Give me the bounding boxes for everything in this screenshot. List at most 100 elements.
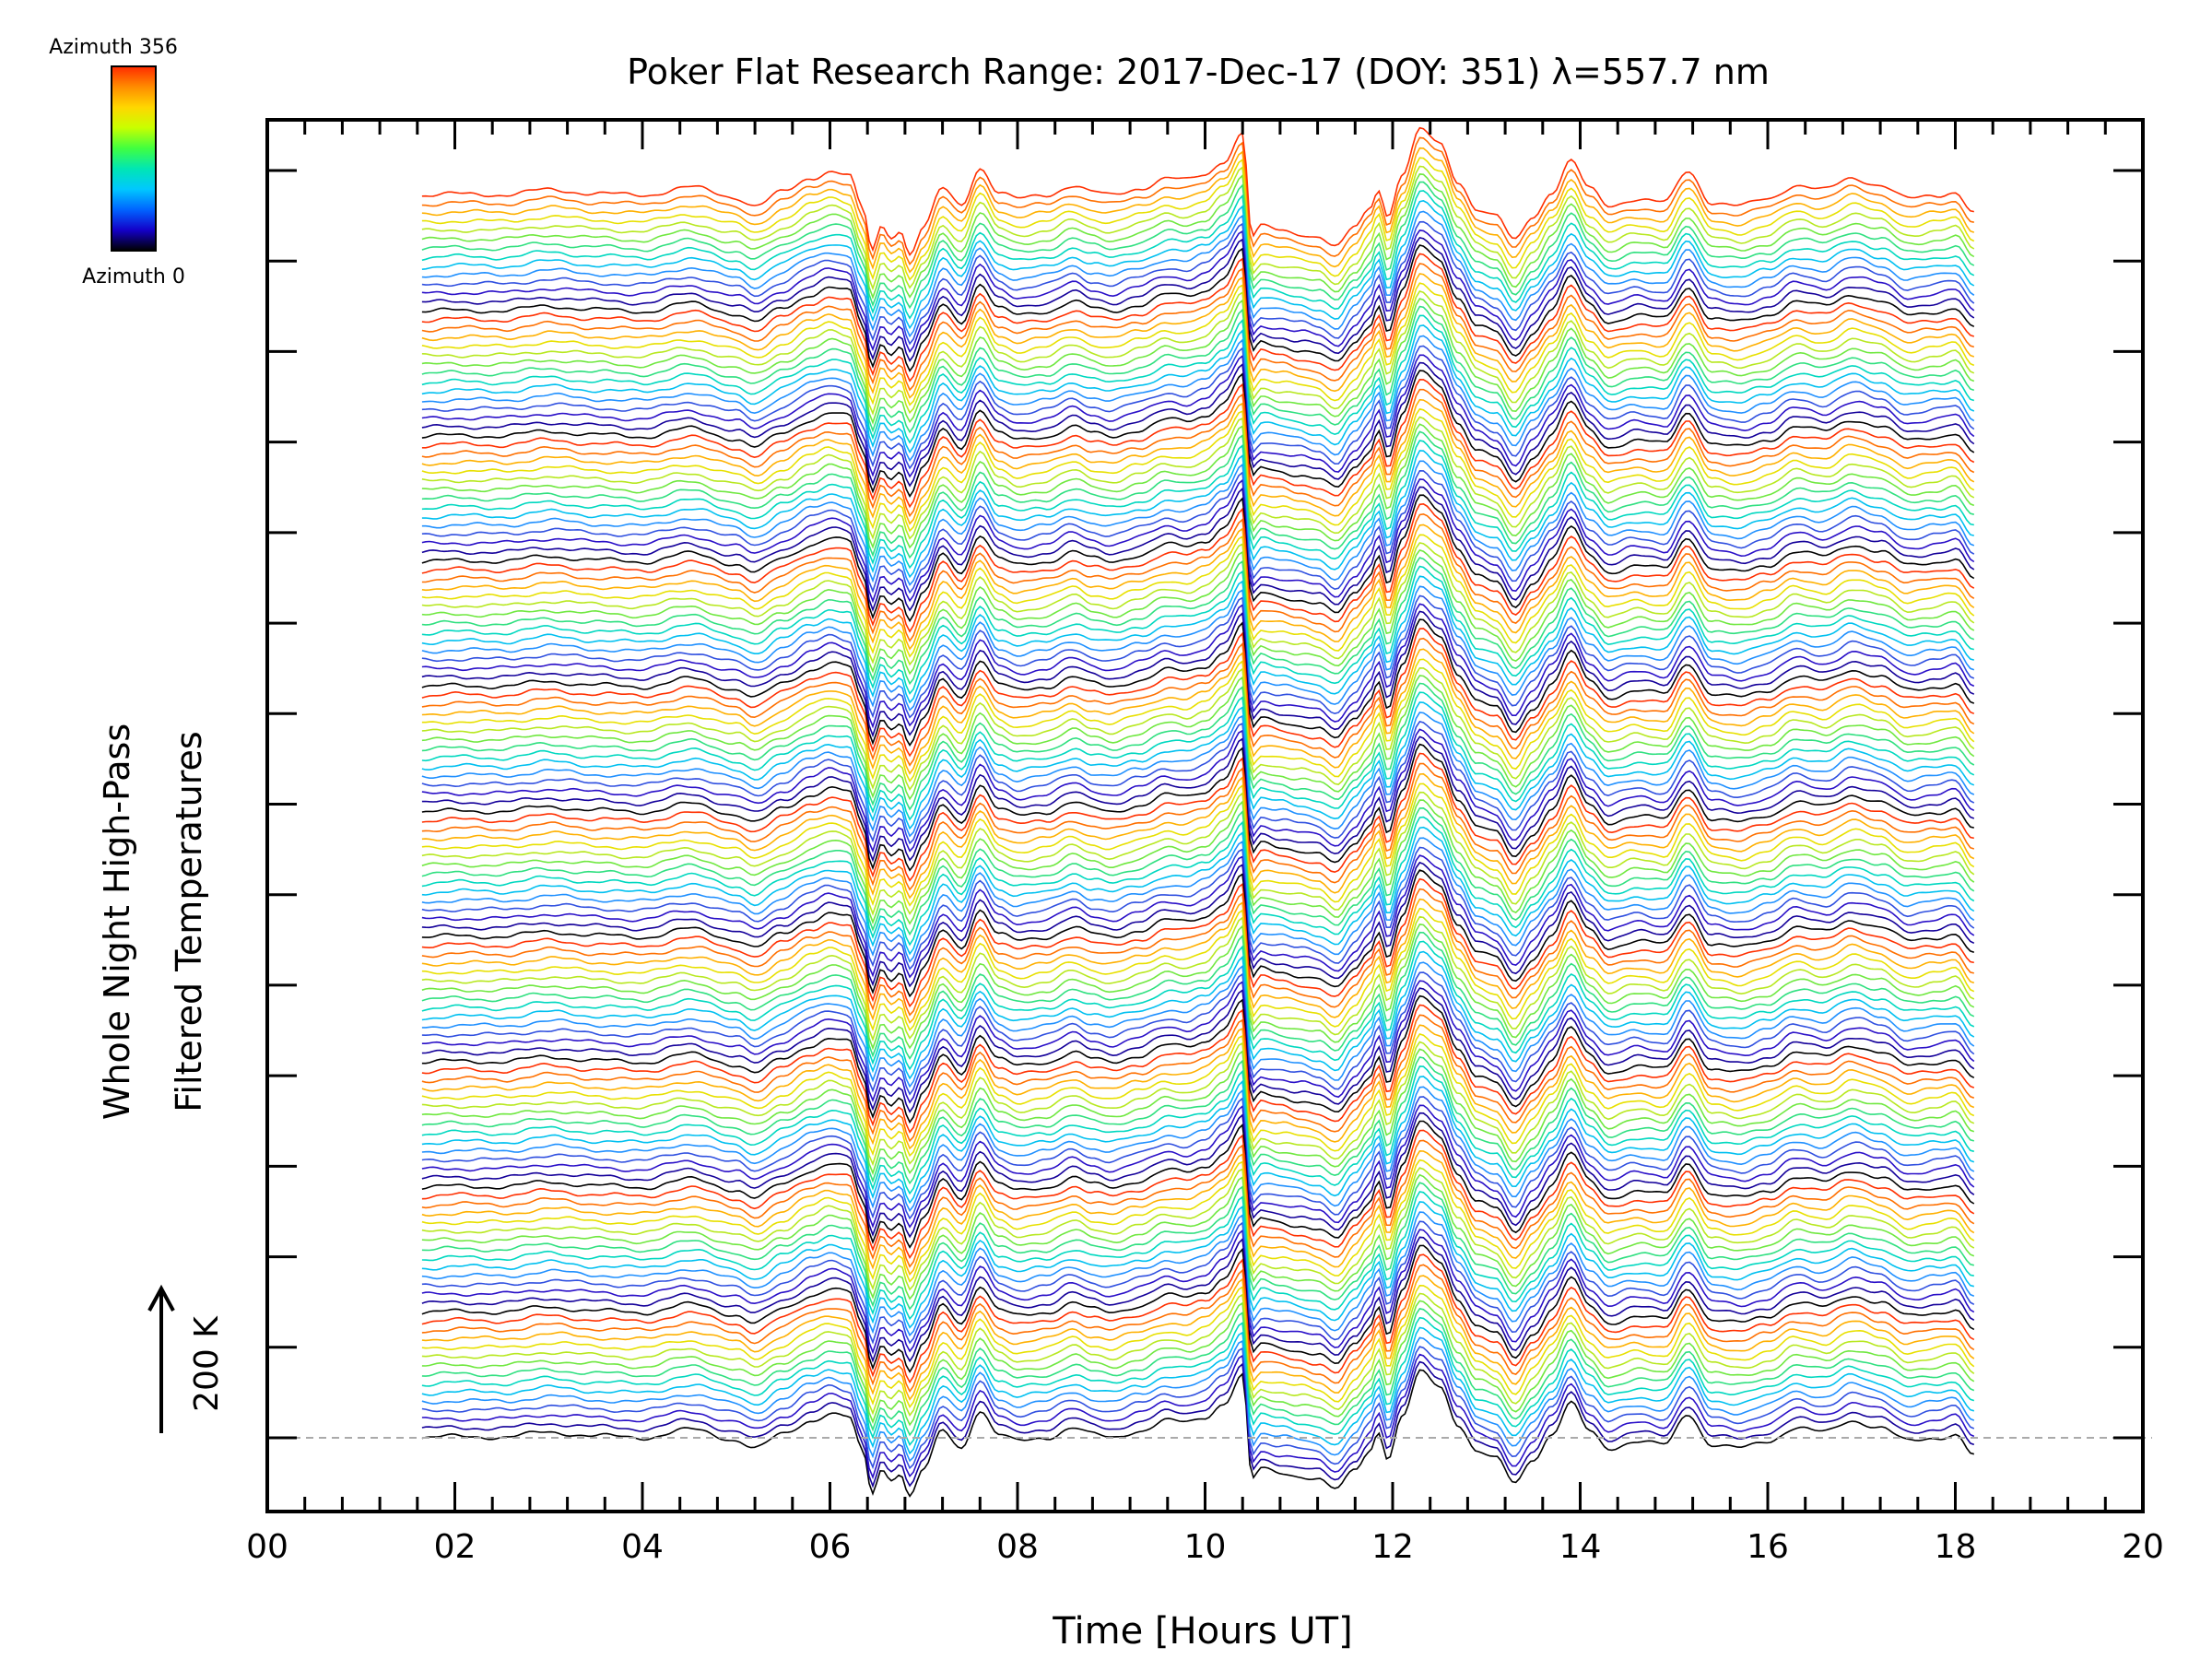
series-line xyxy=(421,450,1974,579)
series-line xyxy=(421,1004,1975,1134)
series-line xyxy=(421,282,1975,406)
series-line xyxy=(421,752,1974,882)
series-line xyxy=(421,816,1975,947)
series-line xyxy=(421,1264,1975,1394)
x-tick-label: 18 xyxy=(1935,1528,1977,1566)
series-line xyxy=(421,961,1975,1088)
series-line xyxy=(421,1360,1975,1488)
series-line xyxy=(421,1129,1975,1259)
series-line xyxy=(421,557,1975,686)
series-line xyxy=(421,1120,1975,1249)
series-line xyxy=(421,378,1975,509)
series-line xyxy=(421,594,1975,719)
series-line xyxy=(421,220,1975,346)
x-tick-label: 12 xyxy=(1371,1528,1414,1566)
series-line xyxy=(421,1253,1975,1384)
scale-indicator: 200 K xyxy=(147,1284,226,1433)
series-line xyxy=(421,244,1975,372)
series-line xyxy=(421,987,1975,1113)
series-line xyxy=(421,253,1975,382)
series-line xyxy=(421,147,1975,274)
series-line xyxy=(421,837,1975,963)
series-line xyxy=(421,502,1975,633)
series-line xyxy=(421,1326,1975,1455)
series-line xyxy=(421,290,1975,416)
series-line xyxy=(421,1201,1974,1329)
series-line xyxy=(421,469,1975,594)
series-line xyxy=(421,486,1975,613)
series-line xyxy=(421,877,1974,1008)
series-line xyxy=(421,1182,1974,1311)
series-line xyxy=(421,440,1974,570)
series-traces xyxy=(421,126,1975,1498)
y-axis-label-line1: Whole Night High-Pass xyxy=(97,724,137,1120)
series-line xyxy=(421,1159,1975,1283)
series-line xyxy=(421,898,1975,1024)
series-line xyxy=(421,126,1974,256)
colorbar-bottom-label: Azimuth 0 xyxy=(82,265,185,288)
series-line xyxy=(421,691,1975,821)
series-line xyxy=(421,190,1975,320)
series-line xyxy=(421,1220,1975,1345)
series-line xyxy=(421,735,1975,863)
series-line xyxy=(421,846,1975,971)
series-line xyxy=(421,585,1975,712)
series-line xyxy=(421,1336,1975,1463)
series-line xyxy=(421,575,1975,704)
series-line xyxy=(421,1139,1975,1268)
series-line xyxy=(421,931,1975,1060)
series-line xyxy=(421,618,1975,747)
x-tick-labels: 00 02 04 06 08 10 12 14 16 18 20 xyxy=(246,1528,2164,1566)
series-line xyxy=(421,861,1975,988)
series-line xyxy=(421,782,1975,907)
series-line xyxy=(421,637,1975,767)
series-line xyxy=(421,1112,1975,1239)
series-line xyxy=(421,314,1975,444)
plot-frame xyxy=(265,118,2145,1513)
series-line xyxy=(421,1014,1975,1143)
y-axis-label-line2: Filtered Temperatures xyxy=(169,731,209,1112)
series-line xyxy=(421,1041,1975,1167)
scale-label: 200 K xyxy=(188,1315,226,1412)
series-line xyxy=(421,210,1975,338)
series-line xyxy=(421,229,1975,354)
series-line xyxy=(421,772,1975,900)
series-line xyxy=(421,1191,1974,1321)
series-line xyxy=(421,799,1975,925)
series-line xyxy=(421,1236,1975,1363)
series-line xyxy=(421,273,1975,399)
series-line xyxy=(421,806,1975,936)
series-line xyxy=(421,1346,1975,1470)
series-line xyxy=(421,648,1975,775)
series-line xyxy=(421,200,1975,330)
series-line xyxy=(421,994,1975,1124)
series-line xyxy=(421,542,1975,666)
series-line xyxy=(421,354,1975,478)
series-line xyxy=(421,791,1975,916)
x-tick-label: 08 xyxy=(996,1528,1039,1566)
series-line xyxy=(421,236,1975,362)
series-line xyxy=(421,1353,1975,1480)
series-line xyxy=(421,1167,1975,1291)
series-line xyxy=(421,1024,1975,1150)
series-line xyxy=(421,658,1975,783)
x-tick-label: 06 xyxy=(809,1528,852,1566)
series-line xyxy=(421,628,1975,758)
series-line xyxy=(421,743,1974,872)
chart-title: Poker Flat Research Range: 2017-Dec-17 (… xyxy=(627,52,1770,92)
series-line xyxy=(421,494,1975,623)
series-line xyxy=(421,924,1975,1051)
series-line xyxy=(421,940,1975,1071)
series-line xyxy=(421,1284,1975,1409)
series-line xyxy=(421,682,1975,811)
series-line xyxy=(421,720,1975,845)
series-line xyxy=(421,666,1975,792)
series-line xyxy=(421,1307,1975,1437)
series-line xyxy=(421,173,1975,300)
series-line xyxy=(421,335,1975,463)
series-line xyxy=(421,1033,1975,1158)
series-line xyxy=(421,324,1975,454)
x-tick-label: 10 xyxy=(1184,1528,1227,1566)
series-line xyxy=(421,1369,1975,1498)
